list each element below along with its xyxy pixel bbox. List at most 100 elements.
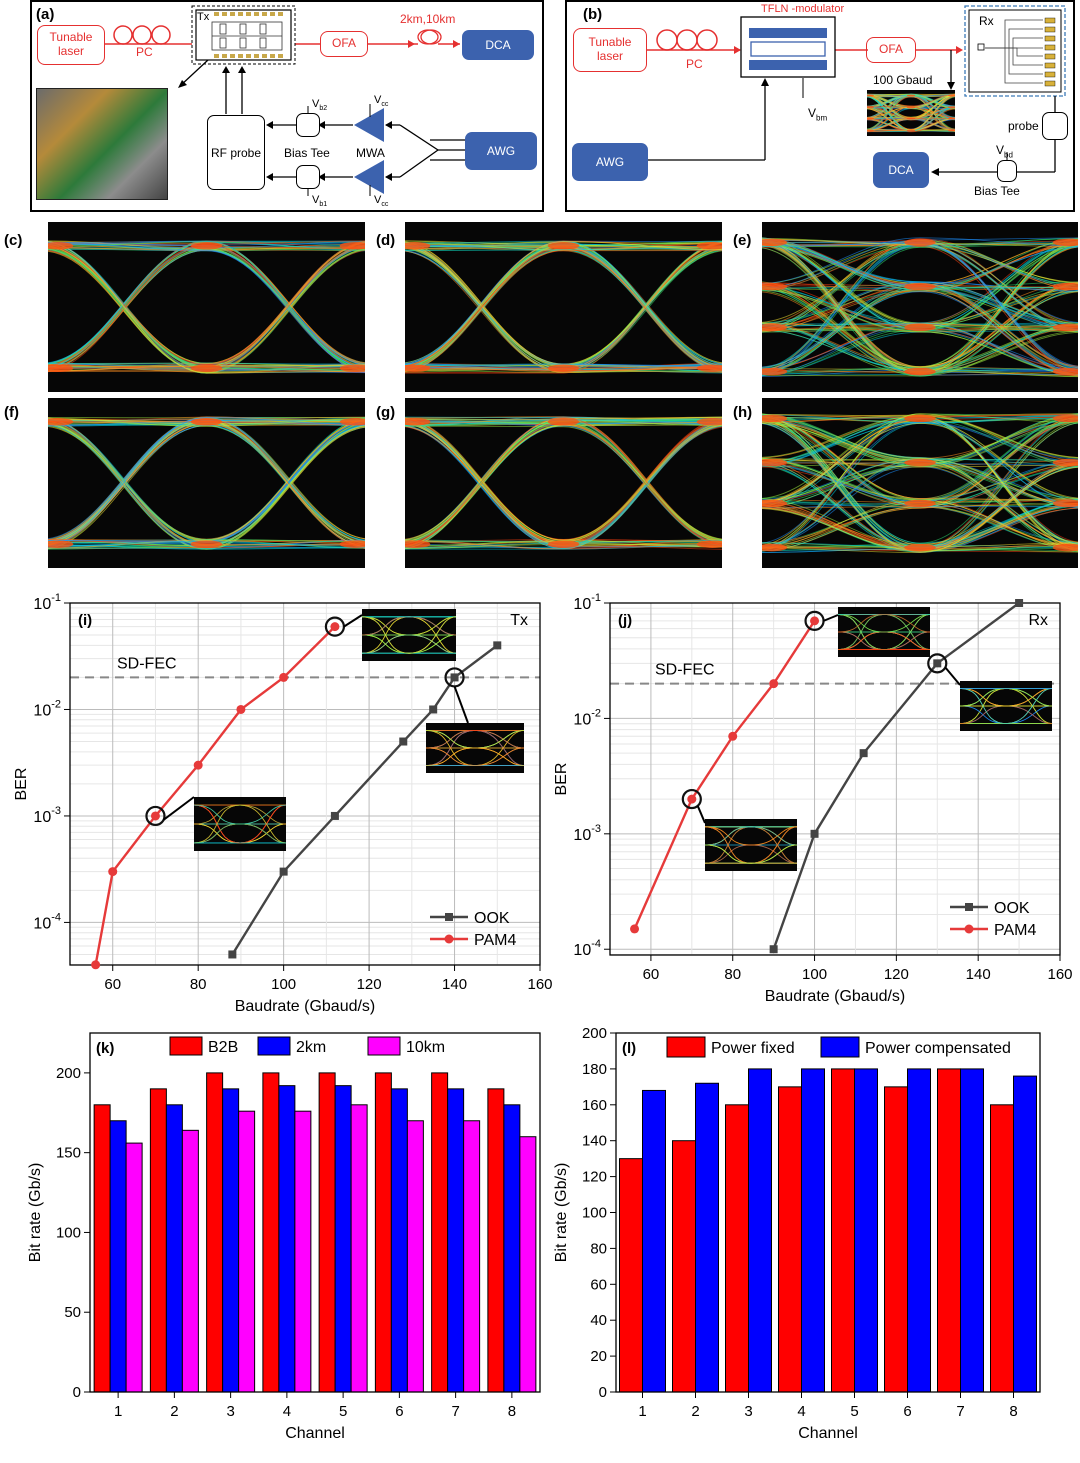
bar-b2b <box>374 1072 392 1393</box>
inset-eye-5 <box>959 681 1053 731</box>
data-point <box>279 672 289 682</box>
pc-label-b: PC <box>686 57 703 71</box>
bar-2km <box>334 1085 352 1393</box>
legend-label: Power compensated <box>865 1040 1011 1057</box>
bias-tee-label-b: Bias Tee <box>974 184 1020 198</box>
bias-tee-top <box>296 113 320 137</box>
x-tick-label: 8 <box>1009 1403 1017 1420</box>
eye-f-svg <box>48 416 365 550</box>
panel-label: (l) <box>622 1040 636 1057</box>
x-tick-label: 4 <box>283 1403 291 1420</box>
chip-photo <box>36 88 168 200</box>
bar-power-fixed <box>672 1140 696 1393</box>
y-axis-label: BER <box>13 768 30 801</box>
eye-g-svg <box>405 416 722 550</box>
data-point <box>810 616 820 626</box>
y-axis-label: Bit rate (Gb/s) <box>553 1163 570 1263</box>
y-axis-label: BER <box>553 763 570 796</box>
eye-e-label: (e) <box>733 232 752 249</box>
y-tick-label: 160 <box>582 1097 607 1114</box>
x-tick-label: 80 <box>190 976 207 993</box>
y-tick-label: 140 <box>582 1133 607 1150</box>
data-point <box>108 867 118 877</box>
bar-2km <box>222 1088 240 1393</box>
eye-h-label: (h) <box>733 404 753 421</box>
bar-10km <box>294 1110 312 1393</box>
ofa-box-b: OFA <box>866 37 916 63</box>
bar-2km <box>447 1088 465 1393</box>
panel-a-label: (a) <box>36 6 55 23</box>
plot-frame <box>69 602 541 966</box>
bar-10km <box>181 1129 199 1393</box>
bar-10km <box>519 1136 537 1393</box>
bar-power-fixed <box>778 1086 802 1393</box>
data-point <box>769 945 778 954</box>
data-point <box>933 659 942 668</box>
legend-swatch <box>666 1036 706 1058</box>
x-tick-label: 3 <box>226 1403 234 1420</box>
x-tick-label: 140 <box>442 976 467 993</box>
y-tick-label: 10-3 <box>573 823 601 844</box>
bar-power-fixed <box>937 1068 961 1393</box>
x-tick-label: 60 <box>643 966 660 983</box>
probe-box <box>1042 112 1068 140</box>
bar-2km <box>503 1104 521 1393</box>
legend-label: OOK <box>474 910 510 927</box>
eye-c-label: (c) <box>4 232 23 249</box>
dca-box-b: DCA <box>873 152 929 188</box>
data-point <box>399 737 408 746</box>
inset-pointer <box>944 666 961 686</box>
panel-b-label: (b) <box>583 6 603 23</box>
bias-tee-label-a: Bias Tee <box>284 146 330 160</box>
inset-pointer <box>823 614 839 622</box>
x-tick-label: 5 <box>339 1403 347 1420</box>
bar-power-compensated <box>748 1068 772 1393</box>
bias-tee-bottom <box>296 165 320 189</box>
legend-label: PAM4 <box>474 932 516 949</box>
bar-power-compensated <box>854 1068 878 1393</box>
sd-fec-label: SD-FEC <box>117 655 177 672</box>
x-tick-label: 2 <box>691 1403 699 1420</box>
y-axis-label: Bit rate (Gb/s) <box>27 1163 44 1263</box>
panel-label: (i) <box>78 612 92 629</box>
bar-b2b <box>487 1088 505 1393</box>
bar-10km <box>406 1120 424 1393</box>
data-point <box>728 731 738 741</box>
eye-inset-b <box>867 90 955 136</box>
eye-f-label: (f) <box>4 404 19 421</box>
x-axis-label: Baudrate (Gbaud/s) <box>235 998 376 1015</box>
bitrate-chart-power: 1 2 3 4 5 6 7 8020406080100120140160180200Chann… <box>553 1025 1041 1442</box>
y-tick-label: 120 <box>582 1169 607 1186</box>
eye-diagram-d <box>405 222 722 392</box>
y-tick-label: 200 <box>582 1025 607 1042</box>
sd-fec-label: SD-FEC <box>655 662 715 679</box>
highlight-ring <box>804 610 825 631</box>
x-axis-label: Channel <box>798 1425 858 1442</box>
plot-frame <box>609 602 1061 956</box>
data-point <box>429 705 438 714</box>
x-tick-label: 80 <box>724 966 741 983</box>
vb1-label: Vb1 <box>312 194 328 209</box>
eye-diagram-f <box>48 398 365 568</box>
eye-traces <box>762 413 1078 554</box>
bar-power-compensated <box>695 1082 719 1393</box>
x-tick-label: 1 <box>638 1403 646 1420</box>
y-tick-label: 0 <box>73 1384 81 1401</box>
inset-pointer <box>696 805 706 824</box>
bar-b2b <box>206 1072 224 1393</box>
data-point <box>279 867 288 876</box>
legend-swatch <box>169 1036 203 1056</box>
eye-traces <box>405 416 722 550</box>
x-tick-label: 4 <box>797 1403 805 1420</box>
rf-probe-box: RF probe <box>207 115 265 190</box>
y-tick-label: 100 <box>56 1224 81 1241</box>
eye-traces <box>48 240 365 374</box>
probe-label: probe <box>1008 119 1039 133</box>
data-point <box>150 811 160 821</box>
highlight-ring <box>145 805 166 827</box>
data-point <box>493 641 502 650</box>
inset-eye-6 <box>704 819 798 871</box>
x-tick-label: 160 <box>527 976 552 993</box>
eye-diagram-h <box>762 398 1078 568</box>
inset-pointer <box>453 686 469 724</box>
